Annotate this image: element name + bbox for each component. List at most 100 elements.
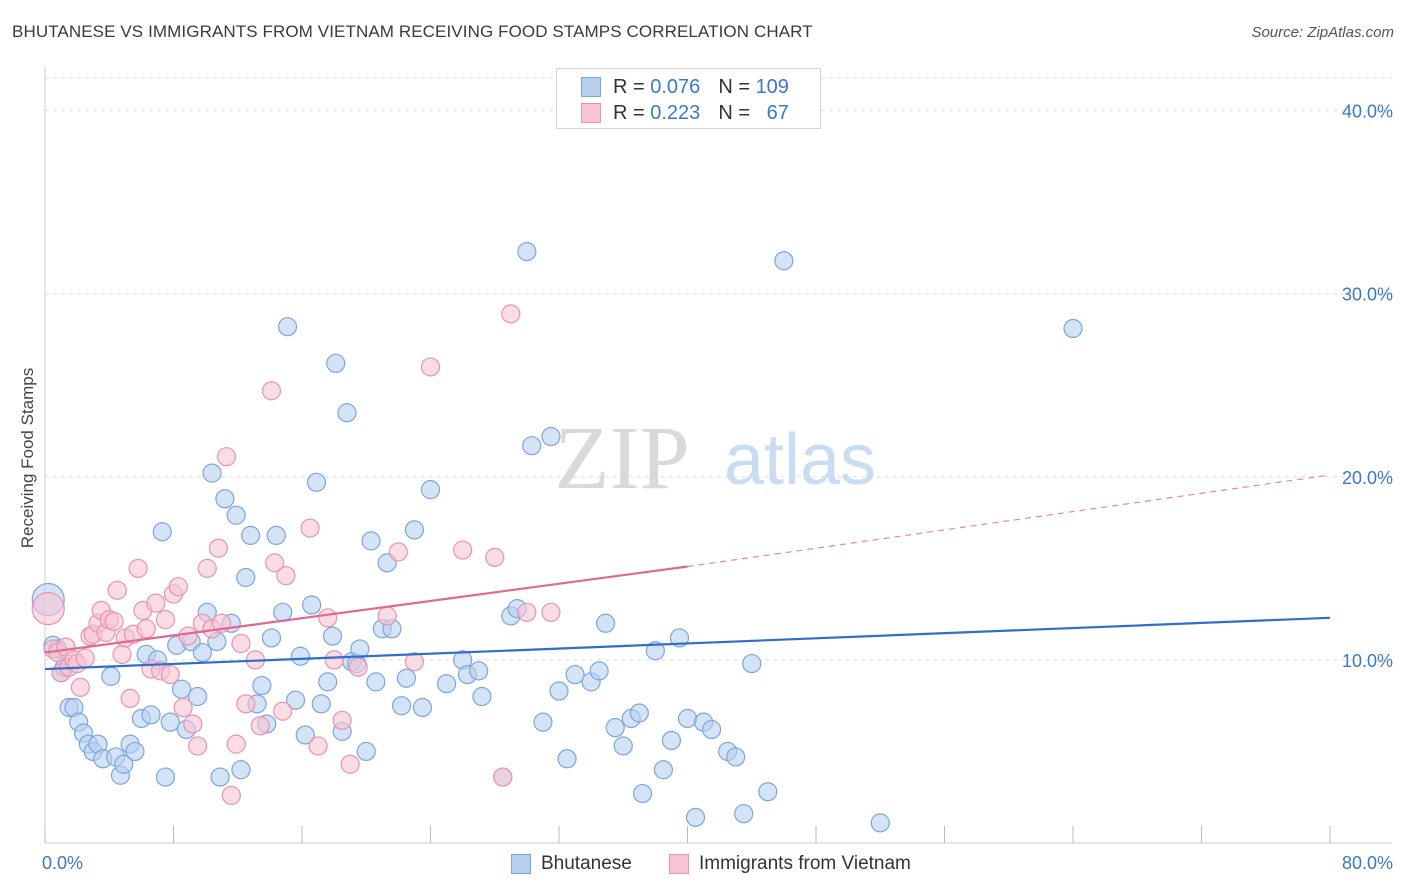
legend-item-bhutanese: Bhutanese — [511, 851, 632, 877]
bhutanese-point — [160, 712, 180, 732]
bhutanese-point — [870, 813, 890, 833]
vietnam-point — [221, 785, 241, 805]
bhutanese-point — [533, 712, 553, 732]
chart-title: BHUTANESE VS IMMIGRANTS FROM VIETNAM REC… — [12, 22, 813, 41]
legend-label-vietnam: Immigrants from Vietnam — [699, 853, 911, 874]
bhutanese-point — [557, 749, 577, 769]
trend-lines — [44, 474, 1331, 671]
bhutanese-point — [231, 760, 251, 780]
bhutanese-point — [285, 690, 306, 710]
vietnam-point — [155, 610, 176, 630]
bhutanese-point — [171, 679, 192, 699]
source-credit: Source: ZipAtlas.com — [1251, 24, 1394, 41]
bhutanese-point — [549, 681, 569, 701]
vietnam-point — [404, 652, 425, 672]
bhutanese-point — [202, 463, 222, 483]
vietnam-point — [493, 767, 513, 787]
bhutanese-point — [605, 718, 625, 738]
legend-label-bhutanese: Bhutanese — [541, 853, 632, 874]
vietnam-point — [187, 736, 208, 756]
n-value: 67 — [766, 101, 789, 124]
series-immigrants-from-vietnam — [31, 304, 561, 805]
bhutanese-point — [734, 804, 754, 824]
vietnam-point — [146, 593, 166, 613]
vietnam-point — [104, 611, 124, 632]
vietnam-point — [541, 602, 561, 622]
bhutanese-point — [101, 666, 121, 686]
vietnam-point — [160, 664, 180, 685]
bhutanese-point — [595, 613, 616, 633]
bhutanese-point — [192, 642, 213, 663]
y-tick-label: 40.0% — [1342, 102, 1393, 122]
bhutanese-point — [356, 741, 376, 762]
vietnam-point — [208, 538, 229, 558]
bhutanese-point — [266, 525, 286, 546]
vietnam-point — [340, 754, 360, 774]
y-tick-label: 20.0% — [1342, 468, 1393, 488]
bhutanese-trend-line — [44, 616, 1331, 671]
correlation-legend: R = 0.076 N = 109 R = 0.223 N = 67 — [556, 68, 821, 129]
vietnam-point — [265, 553, 285, 573]
bhutanese-point — [758, 782, 778, 802]
bhutanese-point — [277, 317, 298, 337]
bhutanese-point — [472, 686, 492, 707]
bhutanese-point — [337, 403, 357, 423]
vietnam-point — [318, 608, 338, 628]
vietnam-point — [112, 644, 132, 665]
bhutanese-point — [669, 628, 690, 648]
vietnam-point — [501, 304, 521, 324]
tick-labels: 10.0% 20.0% 30.0% 40.0% 0.0% 80.0% — [42, 102, 1393, 873]
vietnam-point — [517, 602, 537, 622]
vietnam-point — [107, 580, 127, 600]
vietnam-point — [485, 547, 505, 567]
legend-item-vietnam: Immigrants from Vietnam — [669, 851, 911, 877]
bhutanese-point — [391, 696, 412, 716]
bhutanese-point — [318, 672, 338, 692]
bhutanese-point — [155, 767, 176, 787]
r-label: R = — [613, 101, 645, 124]
bhutanese-point — [302, 595, 322, 615]
bhutanese-point — [653, 760, 674, 780]
bhutanese-point — [396, 668, 417, 688]
bhutanese-point — [565, 664, 585, 685]
vietnam-point — [197, 558, 217, 578]
vietnam-point — [324, 650, 344, 670]
vietnam-point — [348, 657, 368, 677]
bhutanese-point — [701, 719, 722, 740]
n-value: 109 — [755, 75, 789, 98]
n-label: N = — [718, 101, 750, 124]
legend-swatch-blue — [511, 854, 531, 874]
bhutanese-point — [436, 674, 457, 694]
y-tick-label: 10.0% — [1342, 651, 1393, 671]
bhutanese-point — [125, 741, 145, 762]
legend-swatch-pink — [669, 854, 689, 874]
r-value: 0.076 — [650, 75, 701, 98]
bhutanese-point — [187, 686, 208, 707]
vietnam-point — [128, 558, 148, 578]
bhutanese-point — [742, 653, 762, 674]
bhutanese-point — [541, 426, 561, 447]
bhutanese-point — [295, 725, 315, 745]
axes — [44, 66, 1392, 844]
bhutanese-point — [215, 489, 235, 509]
bhutanese-point — [322, 626, 343, 646]
bhutanese-point — [241, 525, 261, 546]
vietnam-point — [183, 714, 203, 734]
bhutanese-point — [661, 730, 682, 751]
bhutanese-point — [306, 472, 327, 492]
vietnam-point — [300, 518, 320, 538]
bhutanese-point — [404, 520, 425, 540]
vietnam-trend-extension — [687, 474, 1331, 568]
bhutanese-point — [613, 736, 633, 756]
vietnam-point — [276, 566, 296, 586]
x-tick-label: 80.0% — [1342, 853, 1393, 873]
vietnam-point — [388, 542, 408, 562]
bhutanese-point — [141, 705, 161, 725]
bhutanese-point — [726, 747, 746, 767]
bhutanese-point — [361, 531, 381, 551]
legend-row-bhutanese: R = 0.076 N = 109 — [581, 75, 789, 99]
watermark-atlas: atlas — [724, 420, 876, 500]
bhutanese-point — [685, 807, 706, 827]
bhutanese-point — [645, 641, 665, 661]
